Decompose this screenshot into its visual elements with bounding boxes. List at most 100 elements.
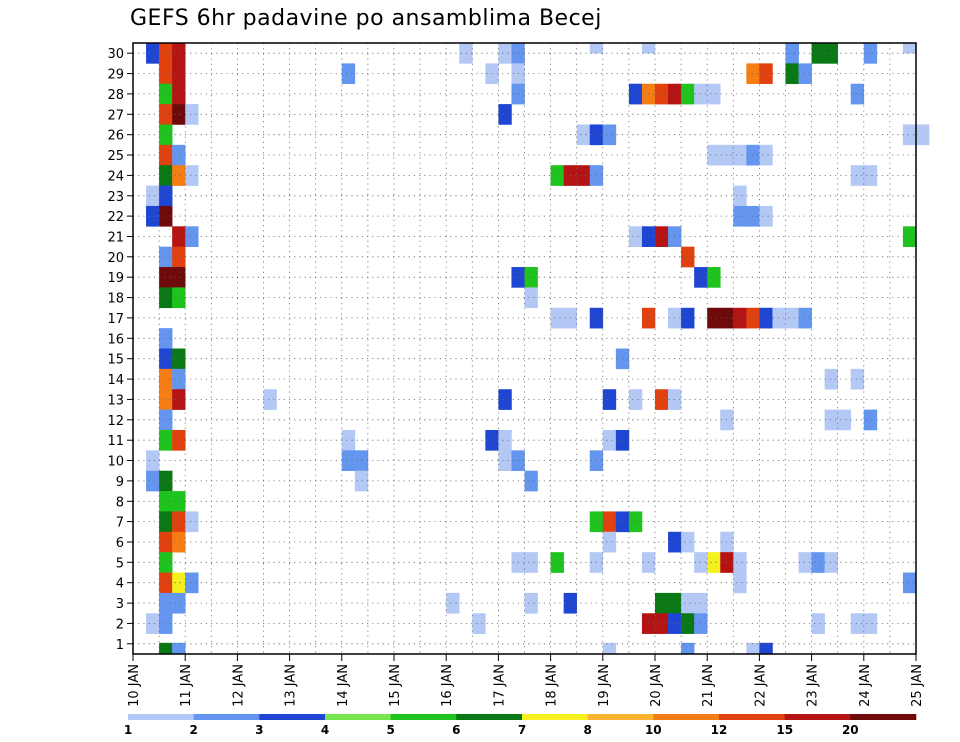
y-tick-label: 20 — [107, 251, 124, 266]
heatmap-cell — [628, 83, 643, 105]
heatmap-cell — [185, 511, 199, 533]
heatmap-cell — [811, 613, 825, 634]
heatmap-cell — [159, 642, 173, 655]
y-tick-label: 14 — [107, 373, 124, 388]
heatmap-cell — [811, 43, 825, 64]
colorbar-label: 5 — [387, 723, 395, 737]
plot-frame — [132, 42, 917, 655]
heatmap-cell — [850, 165, 865, 186]
heatmap-cell — [185, 226, 199, 247]
heatmap-cell — [524, 287, 538, 309]
heatmap-cell — [602, 429, 617, 451]
heatmap-cell — [498, 389, 512, 410]
y-tick-label: 10 — [107, 455, 124, 470]
heatmap-cell — [159, 165, 173, 186]
y-tick-label: 4 — [116, 577, 124, 592]
y-tick-label: 16 — [107, 332, 124, 347]
heatmap-cell — [472, 613, 486, 634]
grid-lines — [133, 43, 916, 654]
heatmap-cell — [159, 205, 173, 227]
heatmap-cell — [602, 531, 617, 553]
heatmap-cell — [824, 552, 838, 573]
heatmap-cell — [902, 226, 917, 247]
heatmap-cell — [524, 552, 538, 573]
heatmap-cell — [602, 124, 617, 146]
heatmap-cell — [655, 592, 669, 614]
heatmap-cell — [159, 592, 173, 614]
y-tick-label: 8 — [116, 495, 124, 510]
heatmap-cell — [172, 389, 186, 410]
heatmap-cell — [759, 63, 773, 85]
y-tick-label: 12 — [107, 414, 124, 429]
heatmap-cell — [146, 470, 160, 492]
heatmap-cell — [707, 552, 721, 573]
heatmap-cell — [172, 267, 186, 288]
heatmap-cell — [159, 348, 173, 370]
heatmap-cell — [550, 165, 564, 186]
axes: 1234567891011121314151617181920212223242… — [107, 42, 925, 707]
y-tick-label: 13 — [107, 393, 124, 408]
x-tick-label: 12 JAN — [231, 664, 246, 707]
colorbar-swatch — [128, 714, 194, 720]
heatmap-cell — [159, 83, 173, 105]
heatmap-cell — [146, 450, 160, 471]
heatmap-cell — [159, 104, 173, 125]
heatmap-cell — [172, 531, 186, 553]
y-tick-label: 2 — [116, 617, 124, 632]
heatmap-cell — [172, 63, 186, 85]
heatmap-cell — [159, 531, 173, 553]
x-tick-label: 25 JAN — [910, 664, 925, 707]
colorbar-swatch — [456, 714, 523, 720]
heatmap-cell — [863, 165, 878, 186]
heatmap-cell — [185, 165, 199, 186]
chart-title: GEFS 6hr padavine po ansamblima Becej — [130, 6, 602, 31]
heatmap-cell — [902, 43, 917, 54]
heatmap-cell — [498, 429, 512, 451]
y-tick-label: 30 — [107, 47, 124, 62]
colorbar-label: 6 — [452, 723, 460, 737]
x-tick-label: 22 JAN — [753, 664, 768, 707]
colorbar-swatch — [193, 714, 260, 720]
heatmap-cell — [746, 307, 760, 329]
heatmap-cell — [681, 642, 695, 655]
colorbar-label: 12 — [711, 723, 728, 737]
heatmap-cell — [159, 409, 173, 431]
heatmap-cell — [159, 368, 173, 390]
heatmap-cell — [602, 642, 617, 655]
heatmap-cell — [655, 613, 669, 634]
heatmap-cell — [172, 287, 186, 309]
heatmap-cell — [707, 144, 721, 166]
heatmap-cell — [354, 450, 369, 471]
heatmap-cell — [824, 368, 838, 390]
heatmap-cell — [159, 267, 173, 288]
y-tick-label: 22 — [107, 210, 124, 225]
heatmap-cell — [850, 613, 865, 634]
heatmap-cell — [681, 83, 695, 105]
heatmap-cell — [602, 511, 617, 533]
heatmap-cell — [902, 124, 917, 146]
heatmap-cell — [341, 450, 356, 471]
y-tick-label: 25 — [107, 149, 124, 164]
heatmap-cell — [550, 552, 564, 573]
colorbar-label: 20 — [842, 723, 859, 737]
heatmap-cell — [146, 205, 160, 227]
colorbar: 1 2 3 4 5 6 7 8 10 12 15 20 — [124, 714, 917, 737]
y-tick-label: 6 — [116, 536, 124, 551]
x-tick-label: 23 JAN — [806, 664, 821, 707]
heatmap-cell — [172, 348, 186, 370]
heatmap-cell — [681, 613, 695, 634]
heatmap-cell — [733, 552, 747, 573]
y-tick-label: 11 — [107, 434, 124, 449]
heatmap-cell — [159, 613, 173, 634]
colorbar-label: 1 — [124, 723, 132, 737]
heatmap-cell — [733, 144, 747, 166]
x-tick-label: 18 JAN — [545, 664, 560, 707]
x-tick-label: 11 JAN — [179, 664, 194, 707]
y-tick-label: 5 — [116, 556, 124, 571]
heatmap-cell — [733, 205, 747, 227]
colorbar-swatch — [259, 714, 326, 720]
heatmap-cell — [341, 63, 356, 85]
x-tick-label: 19 JAN — [597, 664, 612, 707]
heatmap-cell — [811, 552, 825, 573]
heatmap-cell — [446, 592, 460, 614]
